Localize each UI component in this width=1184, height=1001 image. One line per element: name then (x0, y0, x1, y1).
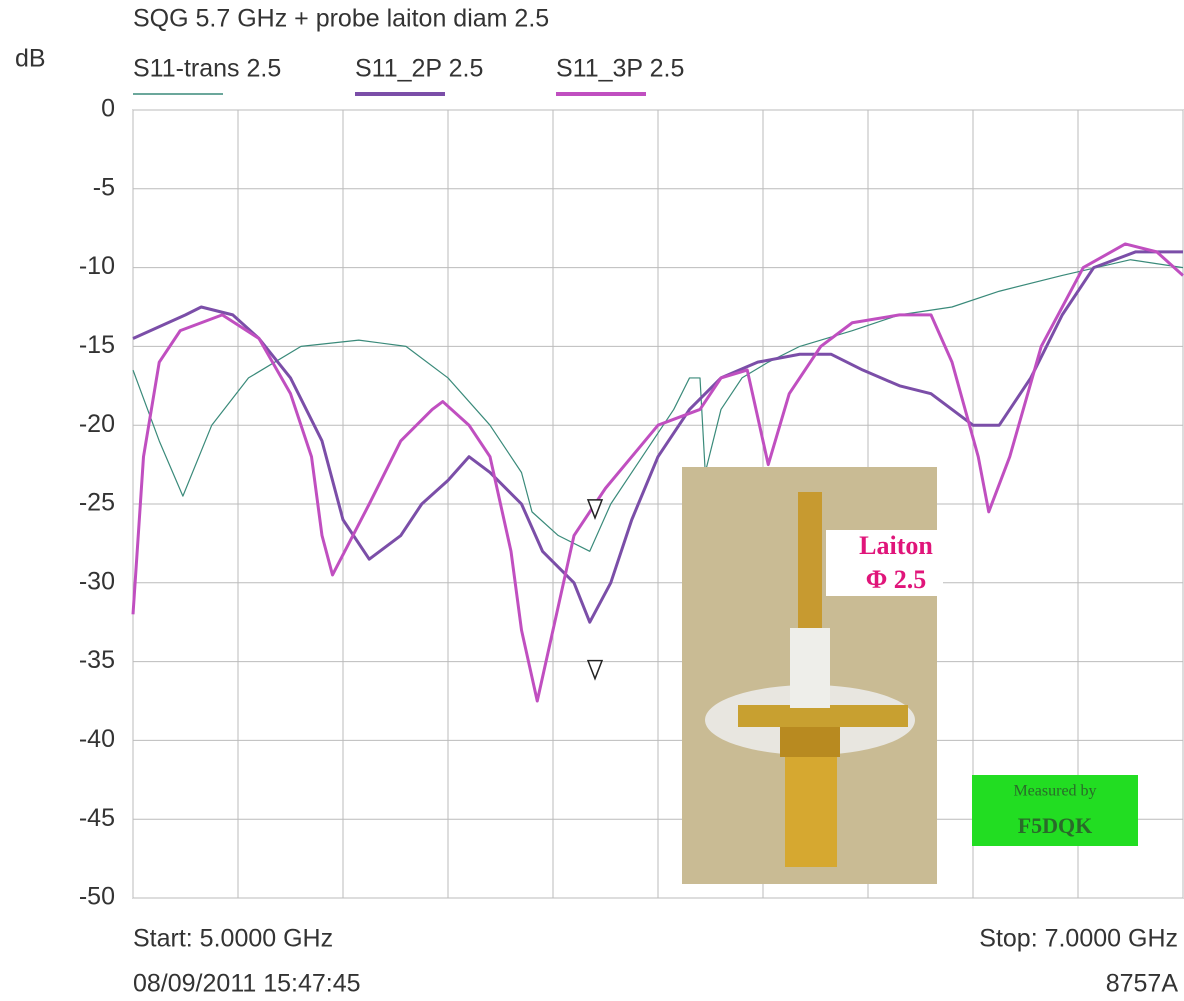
legend-label: S11_2P 2.5 (355, 55, 483, 83)
y-tick-label: -15 (79, 331, 115, 359)
start-label: Start: 5.0000 GHz (133, 925, 333, 953)
photo-shape (798, 492, 822, 632)
chart-title: SQG 5.7 GHz + probe laiton diam 2.5 (133, 5, 549, 33)
badge: Measured by F5DQK (972, 775, 1138, 846)
y-tick-label: -30 (79, 567, 115, 595)
photo-label: Φ 2.5 (866, 565, 927, 594)
y-tick-label: 0 (101, 95, 115, 123)
y-tick-label: -5 (93, 173, 115, 201)
photo-inset: Laiton Φ 2.5 (682, 467, 943, 884)
badge-text: F5DQK (1018, 813, 1093, 838)
timestamp: 08/09/2011 15:47:45 (133, 970, 361, 998)
y-tick-label: -20 (79, 410, 115, 438)
legend-label: S11-trans 2.5 (133, 55, 281, 83)
instrument: 8757A (1106, 970, 1179, 998)
y-tick-label: -45 (79, 804, 115, 832)
photo-shape (780, 727, 840, 757)
photo-shape (785, 757, 837, 867)
chart: SQG 5.7 GHz + probe laiton diam 2.5 dB S… (0, 0, 1184, 1001)
y-tick-label: -50 (79, 883, 115, 911)
stop-label: Stop: 7.0000 GHz (979, 925, 1178, 953)
y-tick-label: -10 (79, 252, 115, 280)
photo-shape (790, 628, 830, 708)
legend-label: S11_3P 2.5 (556, 55, 684, 83)
y-tick-label: -40 (79, 725, 115, 753)
photo-label: Laiton (859, 531, 933, 560)
photo-shape (738, 705, 908, 727)
badge-text: Measured by (1013, 783, 1096, 800)
y-tick-label: -35 (79, 646, 115, 674)
y-tick-label: -25 (79, 489, 115, 517)
y-axis-label: dB (15, 45, 46, 73)
